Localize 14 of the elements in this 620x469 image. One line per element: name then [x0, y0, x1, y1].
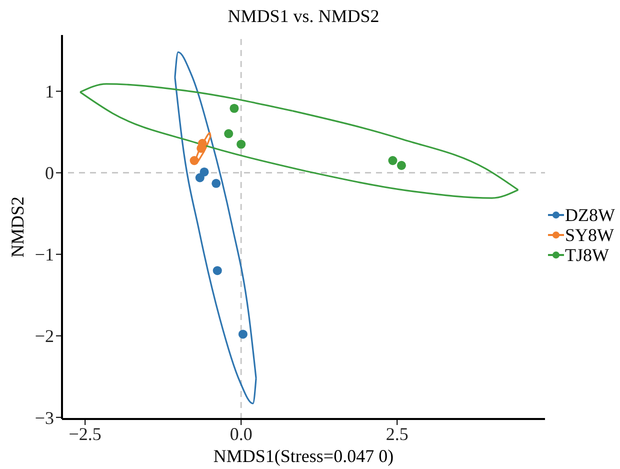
- y-tick-label: −3: [34, 408, 54, 428]
- legend-label: SY8W: [565, 225, 614, 245]
- y-axis-title: NMDS2: [8, 196, 28, 258]
- chart-title: NMDS1 vs. NMDS2: [226, 6, 380, 27]
- y-tick-label: −1: [34, 244, 54, 265]
- x-axis-title: NMDS1(Stress=0.047 0): [212, 446, 395, 467]
- y-tick-label: 0: [45, 163, 54, 184]
- y-tick-label: −2: [34, 326, 54, 346]
- legend-label: DZ8W: [565, 205, 615, 225]
- legend-label: TJ8W: [565, 245, 609, 265]
- x-tick-label: 0.0: [230, 424, 252, 444]
- y-tick-label: 1: [45, 82, 54, 102]
- x-tick-label: −2.5: [68, 424, 102, 444]
- x-tick-label: 2.5: [386, 424, 408, 444]
